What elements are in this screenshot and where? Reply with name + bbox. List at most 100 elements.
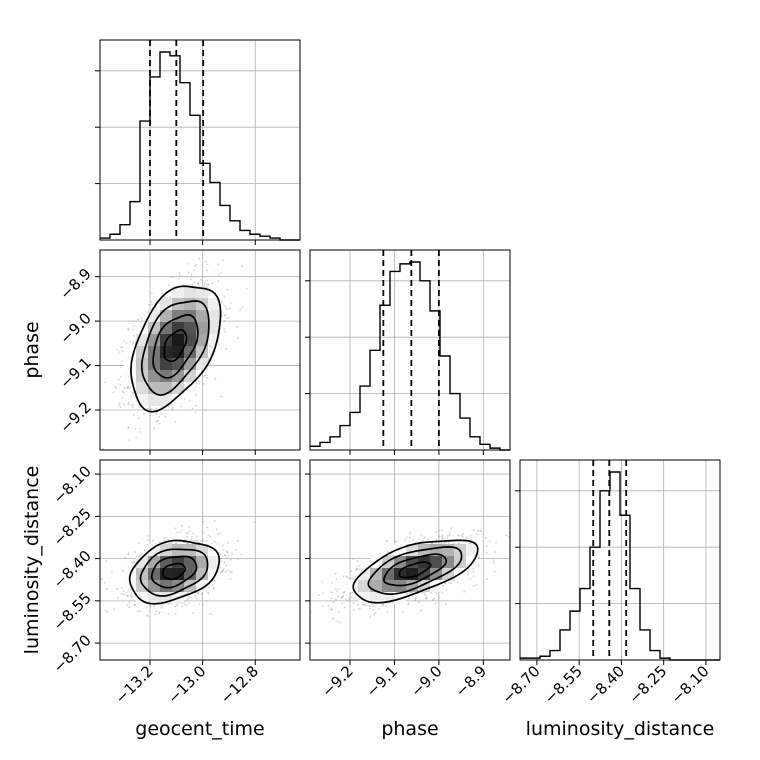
sample-point bbox=[150, 300, 153, 303]
sample-point bbox=[130, 596, 133, 599]
sample-point bbox=[430, 592, 432, 594]
density-cell bbox=[136, 580, 148, 592]
sample-point bbox=[217, 533, 219, 536]
sample-point bbox=[372, 608, 375, 611]
sample-point bbox=[357, 565, 360, 567]
sample-point bbox=[239, 309, 242, 311]
contour-line bbox=[162, 562, 187, 581]
sample-point bbox=[350, 577, 353, 580]
sample-point bbox=[139, 431, 141, 433]
sample-point bbox=[140, 553, 143, 556]
sample-point bbox=[143, 549, 146, 552]
density-cell bbox=[172, 346, 184, 358]
sample-point bbox=[494, 570, 497, 573]
sample-point bbox=[395, 540, 398, 543]
sample-point bbox=[402, 611, 405, 614]
panel-frame bbox=[99, 39, 301, 241]
density-cell bbox=[196, 322, 208, 334]
sample-point bbox=[123, 387, 126, 390]
sample-point bbox=[153, 427, 155, 430]
sample-point bbox=[115, 387, 118, 390]
sample-point bbox=[465, 536, 468, 539]
density-cell bbox=[172, 322, 184, 334]
x-tick-label-luminosity_distance: −8.70 bbox=[498, 662, 543, 707]
sample-point bbox=[217, 263, 220, 266]
sample-point bbox=[357, 603, 359, 606]
sample-point bbox=[207, 357, 210, 360]
sample-point bbox=[167, 612, 170, 615]
sample-point bbox=[349, 592, 352, 595]
sample-point bbox=[132, 342, 135, 345]
sample-point bbox=[139, 483, 141, 485]
sample-point bbox=[119, 375, 122, 378]
sample-point bbox=[424, 536, 426, 539]
sample-point bbox=[505, 534, 508, 537]
sample-point bbox=[190, 278, 192, 281]
sample-point bbox=[493, 561, 495, 564]
sample-point bbox=[448, 532, 451, 534]
sample-point bbox=[167, 284, 170, 287]
sample-point bbox=[437, 536, 440, 538]
sample-point bbox=[450, 527, 453, 530]
sample-point bbox=[408, 536, 411, 539]
sample-point bbox=[128, 387, 131, 390]
sample-point bbox=[485, 545, 488, 547]
contour-line bbox=[398, 561, 432, 579]
sample-point bbox=[406, 592, 409, 595]
sample-point bbox=[139, 610, 142, 613]
sample-point bbox=[408, 597, 411, 600]
sample-point bbox=[381, 603, 384, 606]
density-cell bbox=[172, 334, 184, 346]
sample-point bbox=[515, 534, 517, 536]
sample-point bbox=[381, 605, 384, 607]
sample-point bbox=[126, 386, 128, 389]
sample-point bbox=[130, 394, 133, 397]
sample-point bbox=[163, 296, 166, 298]
sample-point bbox=[441, 542, 443, 545]
density-cell bbox=[208, 556, 220, 568]
density-cell bbox=[184, 298, 196, 310]
sample-point bbox=[364, 604, 367, 607]
sample-point bbox=[195, 592, 198, 594]
sample-point bbox=[132, 561, 134, 564]
sample-point bbox=[114, 385, 117, 388]
sample-point bbox=[199, 540, 202, 543]
sample-point bbox=[133, 324, 136, 327]
sample-point bbox=[469, 534, 472, 537]
sample-point bbox=[178, 272, 181, 274]
sample-point bbox=[181, 529, 183, 532]
sample-point bbox=[352, 608, 355, 611]
sample-point bbox=[191, 283, 194, 286]
sample-point bbox=[133, 334, 136, 337]
sample-point bbox=[441, 529, 443, 531]
sample-point bbox=[220, 570, 223, 573]
sample-point bbox=[218, 274, 220, 277]
sample-point bbox=[453, 542, 455, 545]
sample-point bbox=[105, 587, 108, 590]
sample-point bbox=[205, 284, 208, 286]
sample-point bbox=[301, 621, 303, 623]
density-cell bbox=[136, 592, 148, 604]
x-tick-label-luminosity_distance: −8.25 bbox=[625, 662, 670, 707]
sample-point bbox=[369, 616, 372, 619]
sample-point bbox=[445, 603, 448, 605]
panel-frame bbox=[99, 459, 301, 661]
sample-point bbox=[344, 598, 347, 600]
sample-point bbox=[176, 531, 179, 534]
x-tick-label-geocent_time: −13.0 bbox=[164, 662, 209, 707]
sample-point bbox=[332, 617, 335, 620]
sample-point bbox=[133, 561, 136, 563]
sample-point bbox=[127, 385, 130, 388]
sample-point bbox=[188, 525, 191, 528]
sample-point bbox=[341, 596, 343, 599]
density-cell bbox=[124, 370, 136, 382]
sample-point bbox=[462, 533, 464, 535]
sample-point bbox=[468, 542, 471, 545]
sample-point bbox=[420, 534, 423, 537]
sample-point bbox=[134, 428, 137, 430]
sample-point bbox=[472, 570, 475, 573]
sample-point bbox=[355, 569, 358, 572]
sample-point bbox=[138, 427, 141, 430]
sample-point bbox=[446, 537, 449, 540]
